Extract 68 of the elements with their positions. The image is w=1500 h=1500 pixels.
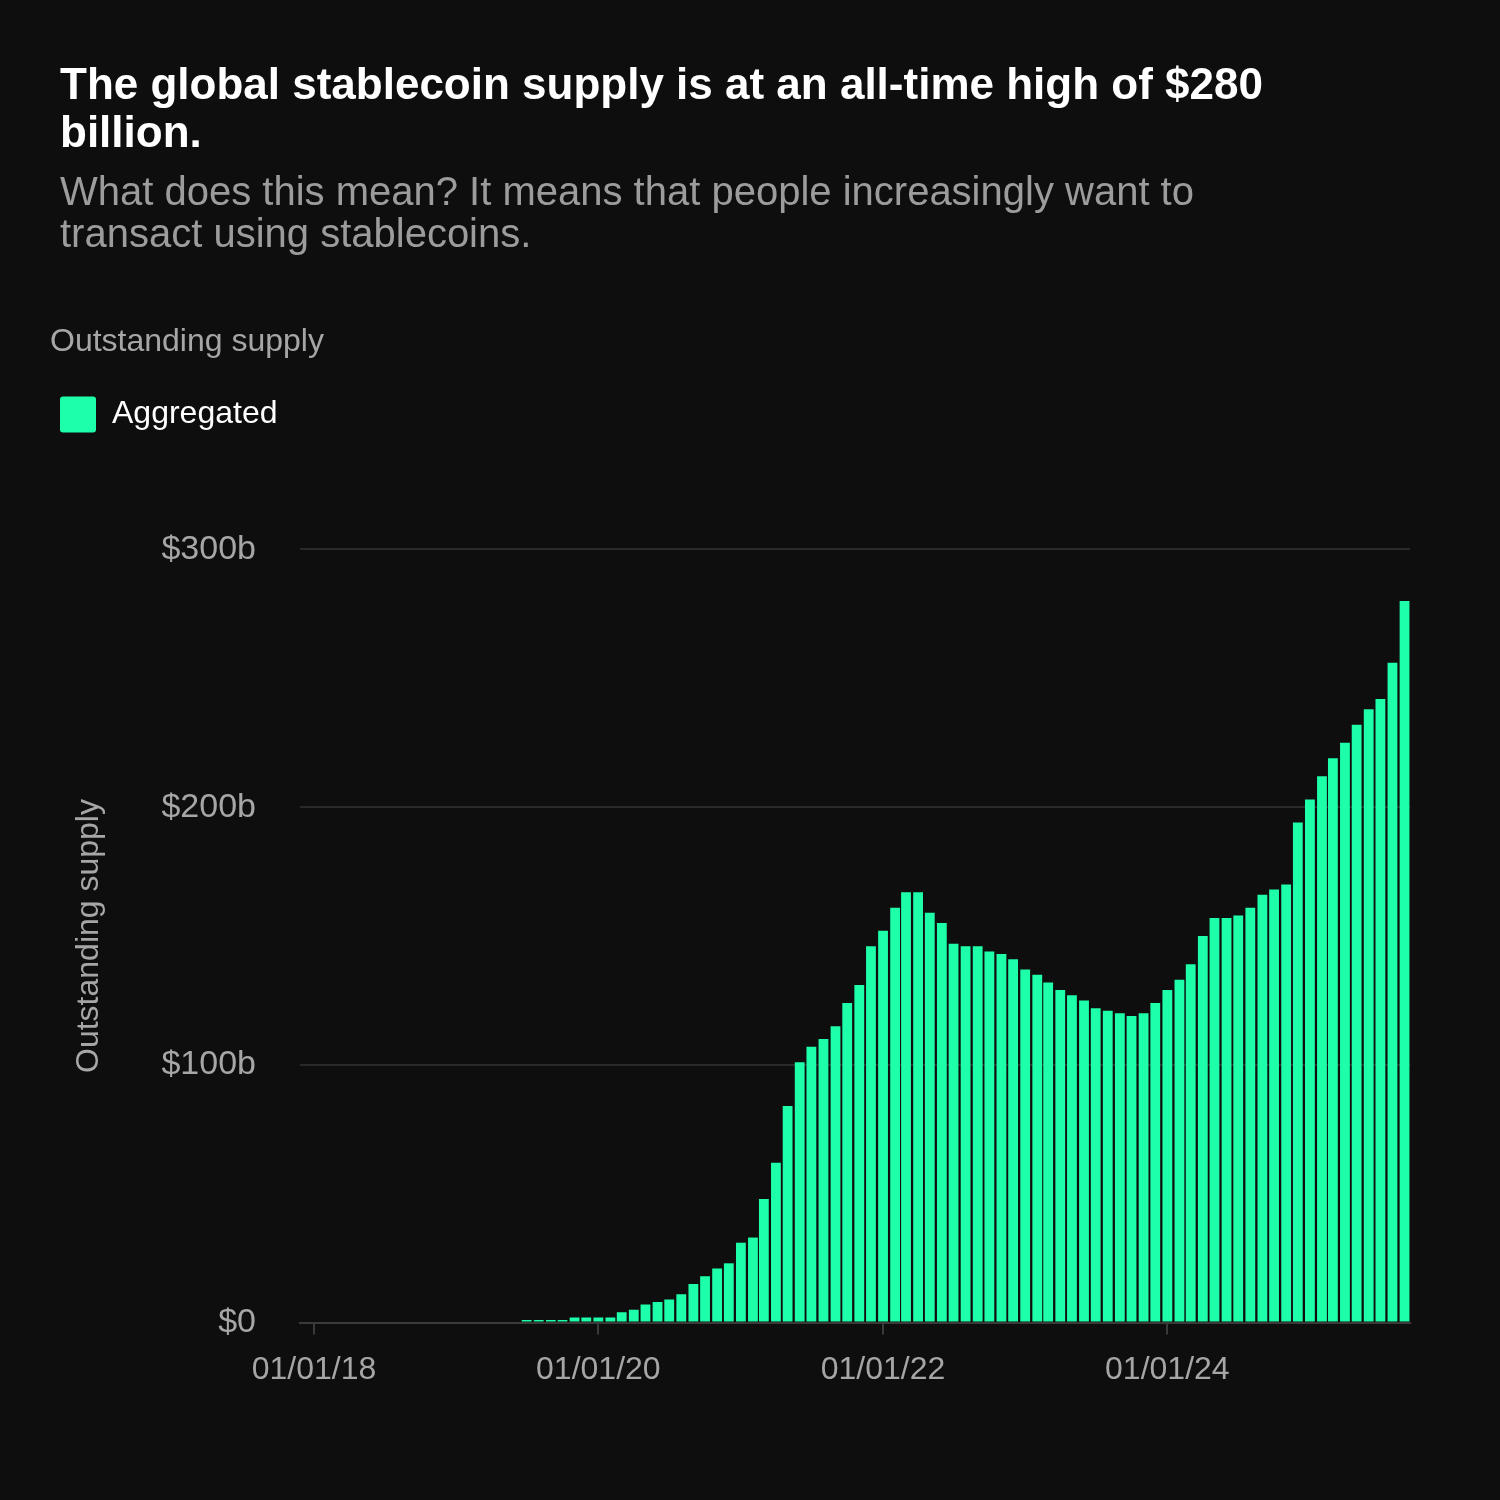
bar (628, 1309, 639, 1322)
bar (1387, 662, 1398, 1322)
bar (1351, 724, 1362, 1322)
bar (616, 1312, 627, 1322)
bar (1055, 990, 1066, 1322)
y-tick-label: $300b (161, 527, 256, 566)
bar (712, 1268, 723, 1322)
bar (652, 1301, 663, 1322)
bar (1281, 884, 1292, 1322)
bar (1162, 990, 1173, 1322)
bar (1090, 1008, 1101, 1322)
x-tick-label: 01/01/22 (820, 1349, 946, 1386)
bar (830, 1026, 841, 1322)
x-tick-label: 01/01/18 (251, 1349, 377, 1386)
bar (735, 1242, 746, 1322)
bar (1020, 969, 1031, 1322)
bar (1399, 600, 1410, 1322)
bar (1340, 742, 1350, 1322)
legend-label: Aggregated (112, 394, 278, 431)
bar (1102, 1010, 1113, 1322)
bar (996, 954, 1007, 1322)
y-tick-label: $0 (218, 1300, 256, 1339)
bar (1257, 894, 1268, 1322)
bar (818, 1039, 829, 1322)
bar (842, 1003, 853, 1322)
chart-title: The global stablecoin supply is at an all-time high of $280 billion. (60, 59, 1264, 156)
bar (1245, 907, 1256, 1322)
y-tick-label: $100b (161, 1043, 256, 1082)
bar (1008, 959, 1019, 1322)
bar (581, 1317, 592, 1322)
bar (913, 892, 923, 1322)
bar (1292, 822, 1303, 1322)
bar (782, 1106, 793, 1322)
bar (700, 1276, 710, 1322)
chart-subtitle: What does this mean? It means that people increasingly want to transact using stablecoins. (60, 169, 1195, 255)
bar (771, 1162, 781, 1322)
bar (948, 943, 959, 1322)
bar (936, 923, 947, 1322)
y-tick-label: $200b (161, 785, 256, 824)
bar (1221, 917, 1232, 1322)
y-axis-title: Outstanding supply (69, 799, 106, 1073)
bar (878, 930, 888, 1322)
bar (1079, 1000, 1089, 1322)
bar (1126, 1015, 1137, 1322)
bar (664, 1299, 675, 1322)
bar (1269, 889, 1279, 1322)
bar (723, 1263, 734, 1322)
x-tick-label: 01/01/24 (1105, 1349, 1230, 1386)
bar (1209, 917, 1220, 1322)
bar (854, 984, 865, 1322)
bar (569, 1317, 580, 1322)
bar (924, 912, 935, 1322)
bar (605, 1317, 616, 1322)
bar (1067, 995, 1077, 1322)
bar (640, 1304, 651, 1322)
bar (1197, 936, 1208, 1322)
x-tick-label: 01/01/20 (536, 1349, 661, 1386)
bar (1174, 979, 1185, 1322)
bar (1233, 915, 1244, 1322)
bar (593, 1317, 604, 1322)
bar (676, 1294, 687, 1322)
legend-title: Outstanding supply (50, 321, 324, 358)
bar (1185, 964, 1196, 1322)
bar (960, 946, 971, 1322)
bar (866, 946, 876, 1322)
bar (688, 1283, 699, 1322)
bar (1114, 1013, 1125, 1322)
bar (1305, 799, 1315, 1322)
